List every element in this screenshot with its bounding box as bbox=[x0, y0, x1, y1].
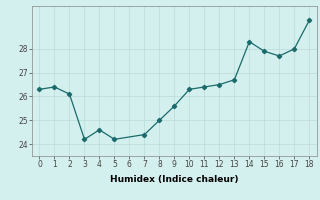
X-axis label: Humidex (Indice chaleur): Humidex (Indice chaleur) bbox=[110, 175, 239, 184]
